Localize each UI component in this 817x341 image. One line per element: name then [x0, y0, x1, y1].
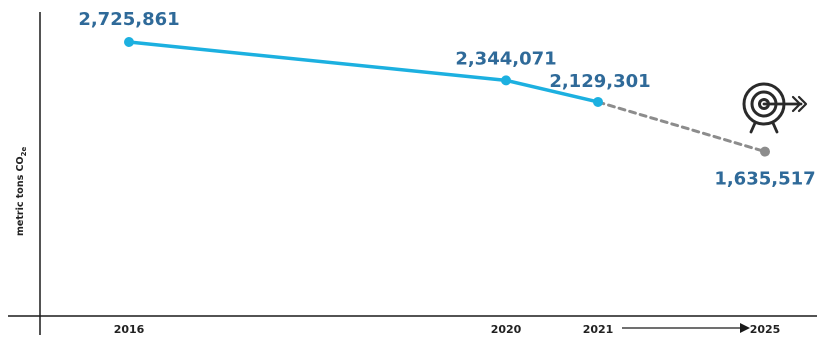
data-point-2020	[501, 75, 511, 86]
data-point-2016	[124, 37, 134, 47]
data-label-2021: 2,129,301	[549, 71, 650, 92]
data-point-2025	[760, 146, 770, 157]
data-point-2021	[593, 96, 603, 107]
data-label-2025: 1,635,517	[714, 169, 815, 190]
x-tick-label-2020: 2020	[491, 323, 522, 336]
x-tick-label-2016: 2016	[114, 323, 145, 336]
x-tick-label-2025: 2025	[750, 323, 781, 336]
target-with-arrow-icon	[742, 82, 808, 134]
data-label-2020: 2,344,071	[455, 48, 556, 69]
projection-line	[596, 100, 767, 154]
data-label-2016: 2,725,861	[78, 9, 179, 30]
right-arrow-icon	[622, 323, 750, 333]
y-axis-label: metric tons CO2e	[15, 147, 28, 236]
x-tick-label-2021: 2021	[583, 323, 614, 336]
